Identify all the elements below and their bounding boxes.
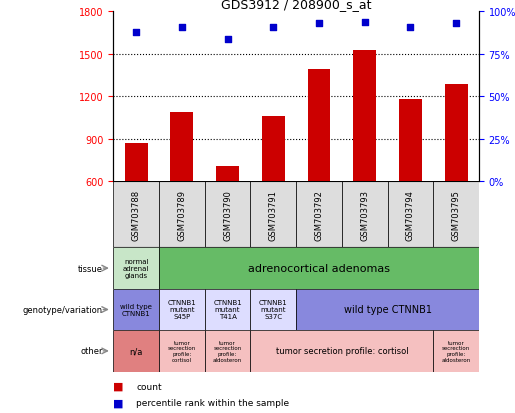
Bar bbox=[433, 330, 479, 372]
Text: GSM703791: GSM703791 bbox=[269, 190, 278, 240]
Text: GSM703794: GSM703794 bbox=[406, 190, 415, 240]
Text: GSM703789: GSM703789 bbox=[177, 189, 186, 240]
Bar bbox=[113, 289, 159, 330]
Bar bbox=[250, 289, 296, 330]
Text: CTNNB1
mutant
S45P: CTNNB1 mutant S45P bbox=[167, 300, 196, 320]
Text: GSM703792: GSM703792 bbox=[315, 190, 323, 240]
Text: GSM703790: GSM703790 bbox=[223, 190, 232, 240]
Bar bbox=[113, 248, 159, 289]
Bar bbox=[296, 182, 342, 248]
Bar bbox=[170, 113, 193, 182]
Text: ■: ■ bbox=[113, 398, 124, 408]
Text: other: other bbox=[80, 347, 103, 356]
Bar bbox=[250, 330, 433, 372]
Point bbox=[269, 24, 278, 31]
Text: CTNNB1
mutant
S37C: CTNNB1 mutant S37C bbox=[259, 300, 288, 320]
Point bbox=[315, 21, 323, 28]
Point bbox=[224, 36, 232, 43]
Text: tissue: tissue bbox=[78, 264, 103, 273]
Bar bbox=[159, 182, 205, 248]
Text: genotype/variation: genotype/variation bbox=[23, 305, 103, 314]
Text: tumor
secrection
profile:
aldosteron: tumor secrection profile: aldosteron bbox=[213, 340, 242, 362]
Bar bbox=[159, 330, 205, 372]
Bar bbox=[250, 182, 296, 248]
Text: normal
adrenal
glands: normal adrenal glands bbox=[123, 259, 149, 278]
Bar bbox=[296, 289, 479, 330]
Bar bbox=[444, 84, 468, 182]
Bar bbox=[113, 330, 159, 372]
Bar bbox=[204, 182, 250, 248]
Bar bbox=[216, 166, 239, 182]
Text: ■: ■ bbox=[113, 381, 124, 391]
Point bbox=[406, 24, 415, 31]
Bar bbox=[388, 182, 433, 248]
Text: GSM703788: GSM703788 bbox=[132, 189, 141, 240]
Text: CTNNB1
mutant
T41A: CTNNB1 mutant T41A bbox=[213, 300, 242, 320]
Text: wild type
CTNNB1: wild type CTNNB1 bbox=[120, 303, 152, 316]
Text: GSM703795: GSM703795 bbox=[452, 190, 460, 240]
Text: adrenocortical adenomas: adrenocortical adenomas bbox=[248, 263, 390, 273]
Text: tumor
secrection
profile:
cortisol: tumor secrection profile: cortisol bbox=[168, 340, 196, 362]
Point bbox=[360, 19, 369, 26]
Bar bbox=[399, 100, 422, 182]
Point bbox=[132, 29, 140, 36]
Bar bbox=[205, 330, 250, 372]
Bar bbox=[159, 248, 479, 289]
Bar bbox=[342, 182, 388, 248]
Text: percentile rank within the sample: percentile rank within the sample bbox=[136, 398, 289, 407]
Point bbox=[178, 24, 186, 31]
Point bbox=[452, 21, 460, 28]
Bar bbox=[205, 289, 250, 330]
Bar bbox=[307, 70, 331, 182]
Bar bbox=[433, 182, 479, 248]
Text: GSM703793: GSM703793 bbox=[360, 189, 369, 240]
Text: count: count bbox=[136, 382, 162, 391]
Text: tumor secretion profile: cortisol: tumor secretion profile: cortisol bbox=[276, 347, 408, 356]
Text: n/a: n/a bbox=[129, 347, 143, 356]
Text: tumor
secrection
profile:
aldosteron: tumor secrection profile: aldosteron bbox=[441, 340, 471, 362]
Title: GDS3912 / 208900_s_at: GDS3912 / 208900_s_at bbox=[221, 0, 371, 11]
Bar bbox=[262, 117, 285, 182]
Bar bbox=[113, 182, 159, 248]
Bar bbox=[353, 50, 376, 182]
Bar bbox=[159, 289, 205, 330]
Bar bbox=[125, 144, 148, 182]
Text: wild type CTNNB1: wild type CTNNB1 bbox=[344, 305, 432, 315]
